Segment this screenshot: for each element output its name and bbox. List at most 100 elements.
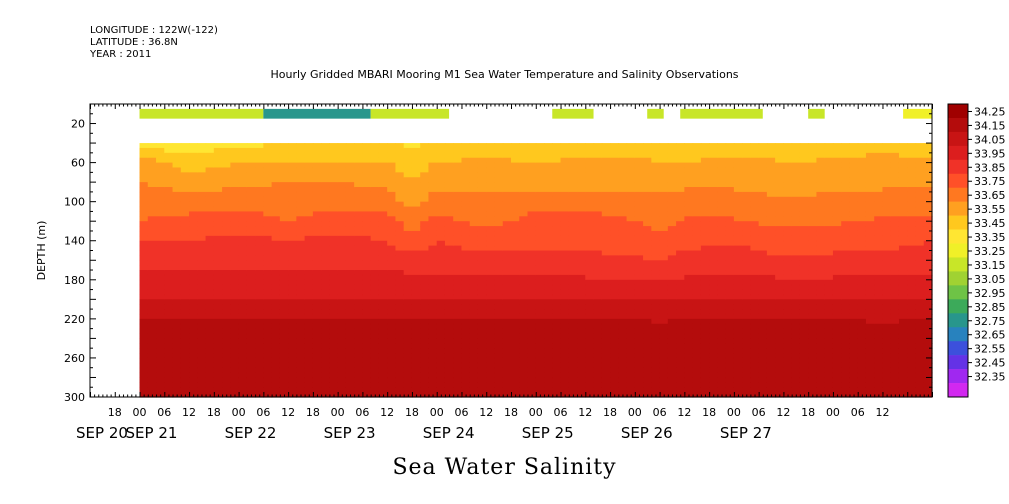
- heatmap-cell: [494, 333, 504, 339]
- heatmap-cell: [783, 230, 793, 237]
- heatmap-cell: [527, 201, 537, 208]
- heatmap-cell: [634, 187, 644, 193]
- heatmap-cell: [156, 152, 165, 159]
- heatmap-cell: [618, 333, 628, 339]
- heatmap-cell: [841, 372, 851, 379]
- heatmap-cell: [742, 245, 751, 252]
- heatmap-cell: [593, 177, 603, 183]
- heatmap-cell: [370, 377, 380, 383]
- heatmap-cell: [502, 318, 512, 325]
- heatmap-cell: [643, 196, 652, 203]
- heatmap-cell: [593, 265, 603, 271]
- heatmap-cell: [172, 147, 182, 154]
- heatmap-cell: [676, 338, 685, 344]
- heatmap-cell: [610, 377, 619, 383]
- heatmap-cell: [816, 309, 826, 315]
- heatmap-cell: [411, 357, 421, 364]
- heatmap-cell: [692, 333, 702, 339]
- heatmap-cell: [816, 353, 826, 359]
- heatmap-cell: [436, 294, 446, 300]
- heatmap-cell: [230, 313, 240, 320]
- heatmap-cell: [494, 284, 504, 291]
- heatmap-cell: [164, 323, 174, 330]
- heatmap-cell: [898, 372, 908, 379]
- heatmap-cell: [271, 221, 281, 227]
- heatmap-cell: [213, 265, 223, 271]
- heatmap-cell: [213, 382, 223, 388]
- heatmap-cell: [246, 182, 256, 188]
- heatmap-cell: [222, 162, 231, 169]
- heatmap-cell: [709, 382, 718, 388]
- heatmap-cell: [832, 357, 842, 364]
- heatmap-cell: [139, 221, 149, 227]
- heatmap-cell: [222, 182, 231, 188]
- heatmap-cell: [659, 348, 669, 354]
- heatmap-cell: [898, 221, 908, 227]
- heatmap-cell: [222, 187, 231, 193]
- heatmap-cell: [890, 270, 900, 276]
- heatmap-cell: [601, 240, 611, 247]
- heatmap-cell: [238, 196, 248, 203]
- heatmap-cell: [618, 221, 628, 227]
- heatmap-cell: [156, 323, 165, 330]
- heatmap-cell: [205, 235, 215, 242]
- heatmap-cell: [205, 216, 215, 222]
- heatmap-cell: [783, 362, 793, 369]
- heatmap-cell: [197, 333, 207, 339]
- heatmap-cell: [808, 143, 818, 149]
- heatmap-cell: [255, 309, 264, 315]
- heatmap-cell: [329, 304, 339, 310]
- heatmap-cell: [560, 270, 570, 276]
- heatmap-cell: [205, 250, 215, 256]
- heatmap-cell: [502, 260, 512, 266]
- heatmap-cell: [552, 362, 562, 369]
- heatmap-cell: [585, 362, 595, 369]
- heatmap-cell: [205, 157, 215, 164]
- heatmap-cell: [519, 162, 529, 169]
- heatmap-cell: [791, 245, 801, 252]
- heatmap-cell: [659, 270, 669, 276]
- heatmap-cell: [354, 353, 364, 359]
- heatmap-cell: [362, 162, 372, 169]
- heatmap-cell: [246, 226, 256, 232]
- heatmap-cell: [486, 377, 496, 383]
- heatmap-cell: [544, 182, 553, 188]
- heatmap-cell: [841, 206, 851, 213]
- heatmap-cell: [312, 191, 322, 198]
- heatmap-cell: [255, 372, 264, 379]
- heatmap-cell: [849, 348, 859, 354]
- heatmap-cell: [659, 323, 669, 330]
- heatmap-cell: [329, 309, 339, 315]
- heatmap-cell: [519, 362, 529, 369]
- heatmap-cell: [799, 255, 809, 261]
- heatmap-cell: [717, 143, 727, 149]
- heatmap-cell: [651, 167, 661, 173]
- heatmap-cell: [139, 353, 149, 359]
- heatmap-cell: [535, 265, 545, 271]
- heatmap-cell: [205, 323, 215, 330]
- heatmap-cell: [147, 206, 157, 213]
- heatmap-cell: [370, 299, 380, 305]
- heatmap-cell: [808, 299, 818, 305]
- heatmap-cell: [692, 240, 702, 247]
- heatmap-cell: [610, 318, 619, 325]
- heatmap-cell: [395, 260, 405, 266]
- heatmap-cell: [577, 182, 586, 188]
- heatmap-cell: [717, 304, 727, 310]
- heatmap-cell: [246, 216, 256, 222]
- heatmap-cell: [692, 274, 702, 281]
- heatmap-cell: [189, 333, 198, 339]
- heatmap-cell: [923, 152, 933, 159]
- heatmap-cell: [907, 191, 917, 198]
- heatmap-cell: [403, 235, 413, 242]
- heatmap-cell: [709, 313, 718, 320]
- heatmap-cell: [667, 187, 677, 193]
- heatmap-cell: [874, 196, 884, 203]
- heatmap-cell: [494, 279, 504, 286]
- heatmap-cell: [420, 304, 430, 310]
- heatmap-cell: [766, 367, 776, 374]
- heatmap-cell: [601, 265, 611, 271]
- heatmap-cell: [907, 196, 917, 203]
- heatmap-cell: [486, 235, 496, 242]
- heatmap-cell: [874, 362, 884, 369]
